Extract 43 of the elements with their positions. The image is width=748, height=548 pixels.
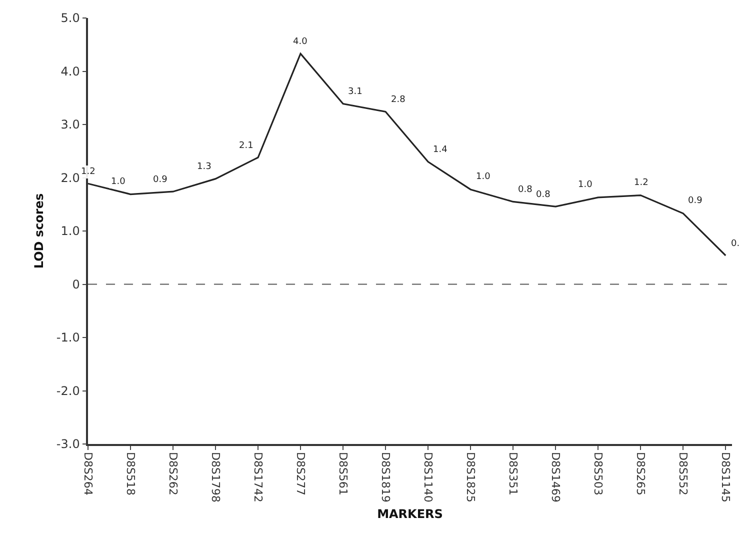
- x-tick-label: D8S1819: [378, 452, 392, 502]
- annotation: 1.0: [111, 177, 126, 187]
- y-tick-label: 0: [72, 277, 80, 292]
- x-tick-label: D8S1140: [421, 452, 434, 502]
- x-tick-label: D8S561: [336, 452, 350, 496]
- x-tick-label: D8S518: [124, 452, 137, 496]
- annotation: 4.0: [293, 37, 308, 47]
- x-tick-label: D8S552: [676, 452, 690, 496]
- annotation: 1.0: [578, 180, 593, 190]
- y-tick-label: -2.0: [56, 384, 80, 398]
- annotation: 0.8: [518, 185, 533, 195]
- x-tick-label: D8S1825: [464, 452, 477, 502]
- y-tick-label: 3.0: [60, 118, 80, 132]
- x-tick-label: D8S262: [166, 452, 180, 496]
- x-tick-label: D8S351: [506, 452, 520, 496]
- annotation: 2.1: [239, 141, 254, 151]
- annotation: 0.: [731, 239, 740, 249]
- x-tick-label: D8S1469: [549, 452, 562, 502]
- y-tick-label: 1.0: [60, 224, 80, 238]
- x-tick-label: D8S1798: [208, 452, 222, 502]
- annotation: 0.8: [536, 190, 551, 200]
- annotation: 1.0: [476, 172, 491, 182]
- annotation: 0.9: [688, 196, 703, 206]
- x-tick-label: D8S1145: [719, 452, 732, 502]
- annotation: 3.1: [348, 87, 362, 97]
- annotation: 1.2: [81, 167, 96, 177]
- x-tick-label: D8S503: [592, 452, 605, 496]
- annotation: 1.3: [197, 162, 212, 172]
- y-axis-title: LOD scores: [32, 193, 46, 269]
- x-axis-title: MARKERS: [377, 506, 443, 521]
- x-tick-label: D8S265: [634, 452, 648, 496]
- x-tick-label: D8S1742: [251, 452, 264, 502]
- y-tick-label: 5.0: [60, 11, 80, 26]
- annotation: 1.4: [433, 145, 448, 155]
- y-tick-label: 4.0: [60, 64, 80, 78]
- x-tick-label: D8S264: [81, 452, 94, 496]
- annotation: 0.9: [153, 175, 168, 185]
- y-tick-label: -3.0: [56, 437, 80, 452]
- x-tick-label: D8S277: [294, 452, 307, 496]
- annotation: 2.8: [391, 95, 406, 105]
- y-tick-label: 2.0: [60, 170, 80, 185]
- annotation: 1.2: [634, 178, 648, 188]
- y-tick-label: -1.0: [56, 330, 80, 345]
